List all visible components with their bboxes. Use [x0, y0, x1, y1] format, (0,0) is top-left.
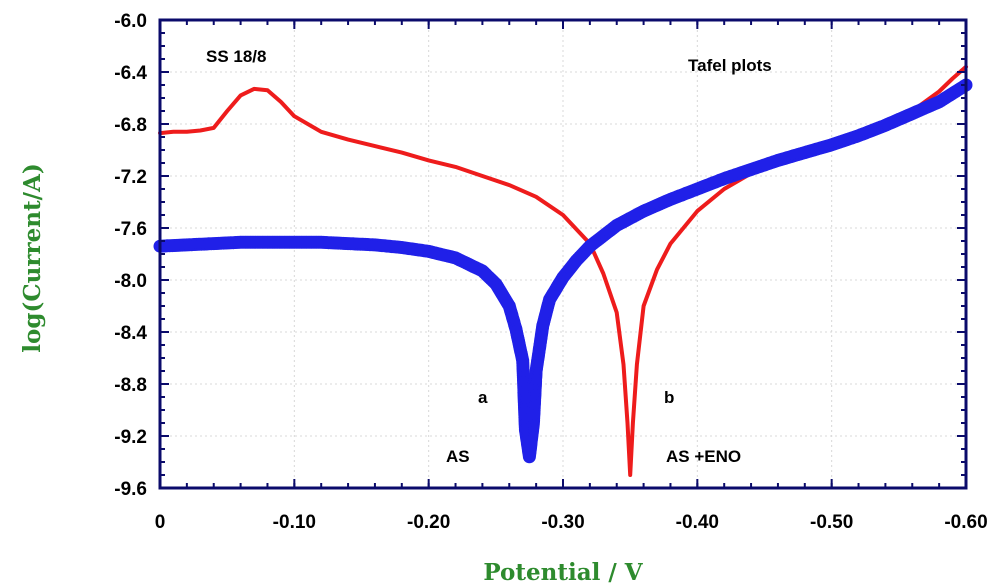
- x-tick-label: -0.20: [407, 512, 450, 533]
- y-tick-label: -9.2: [114, 427, 147, 448]
- series-markers-1: [153, 78, 973, 464]
- y-tick-label: -6.0: [114, 11, 147, 32]
- annotation-ss-18-8: SS 18/8: [206, 47, 267, 66]
- annotation-b: b: [664, 388, 674, 407]
- x-tick-label: -0.30: [541, 512, 584, 533]
- y-tick-label: -6.4: [114, 63, 147, 84]
- annotation-as: AS: [446, 447, 470, 466]
- tick-labels: 0 -0.10 -0.20 -0.30 -0.40 -0.50 -0.60 -6.0 -6.4 -…: [114, 11, 987, 533]
- x-tick-label: -0.10: [273, 512, 316, 533]
- y-tick-label: -8.4: [114, 323, 147, 344]
- annotation-a: a: [478, 388, 488, 407]
- y-tick-label: -9.6: [114, 479, 147, 500]
- series-layer: [153, 64, 973, 477]
- x-tick-label: 0: [155, 512, 166, 533]
- x-tick-label: -0.50: [810, 512, 853, 533]
- grid: [160, 20, 966, 488]
- y-axis-title: log(Current/A): [19, 163, 46, 352]
- x-tick-label: -0.40: [676, 512, 719, 533]
- annotation-as-eno: AS +ENO: [666, 447, 741, 466]
- axes: [158, 18, 968, 490]
- y-tick-label: -6.8: [114, 115, 147, 136]
- y-tick-label: -7.2: [114, 167, 147, 188]
- y-tick-label: -8.0: [114, 271, 147, 292]
- x-axis-title: Potential / V: [483, 559, 643, 586]
- y-tick-label: -7.6: [114, 219, 147, 240]
- y-tick-label: -8.8: [114, 375, 147, 396]
- x-tick-label: -0.60: [944, 512, 987, 533]
- annotation-tafel-plots: Tafel plots: [688, 56, 772, 75]
